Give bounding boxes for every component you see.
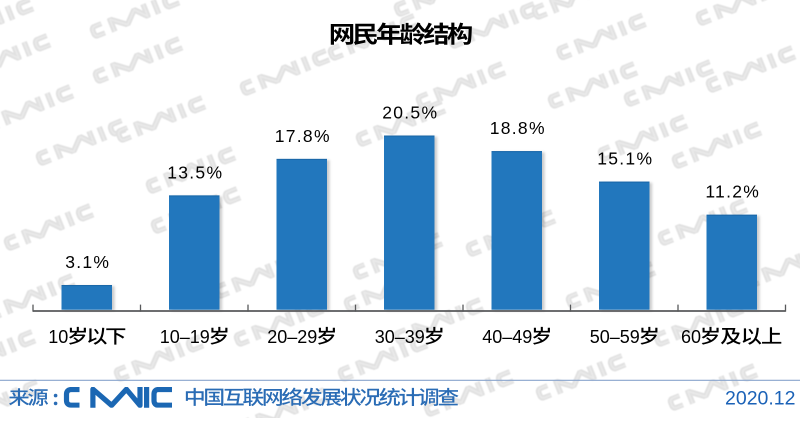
- svg-text:15.1%: 15.1%: [597, 149, 653, 169]
- svg-text:20–29: 20–29: [267, 327, 317, 347]
- svg-text:20.5%: 20.5%: [382, 103, 438, 123]
- svg-text:40–49: 40–49: [482, 327, 532, 347]
- svg-text:60: 60: [681, 327, 701, 347]
- svg-text:2020.12: 2020.12: [725, 387, 796, 409]
- svg-text:11.2%: 11.2%: [705, 182, 760, 202]
- svg-text:3.1%: 3.1%: [65, 252, 110, 272]
- svg-text:50–59: 50–59: [590, 327, 640, 347]
- svg-text:17.8%: 17.8%: [275, 126, 331, 146]
- svg-text:10–19: 10–19: [160, 327, 210, 347]
- svg-text:13.5%: 13.5%: [167, 162, 223, 182]
- svg-text:10: 10: [48, 327, 68, 347]
- svg-text:18.8%: 18.8%: [490, 118, 546, 138]
- svg-text:30–39: 30–39: [375, 327, 425, 347]
